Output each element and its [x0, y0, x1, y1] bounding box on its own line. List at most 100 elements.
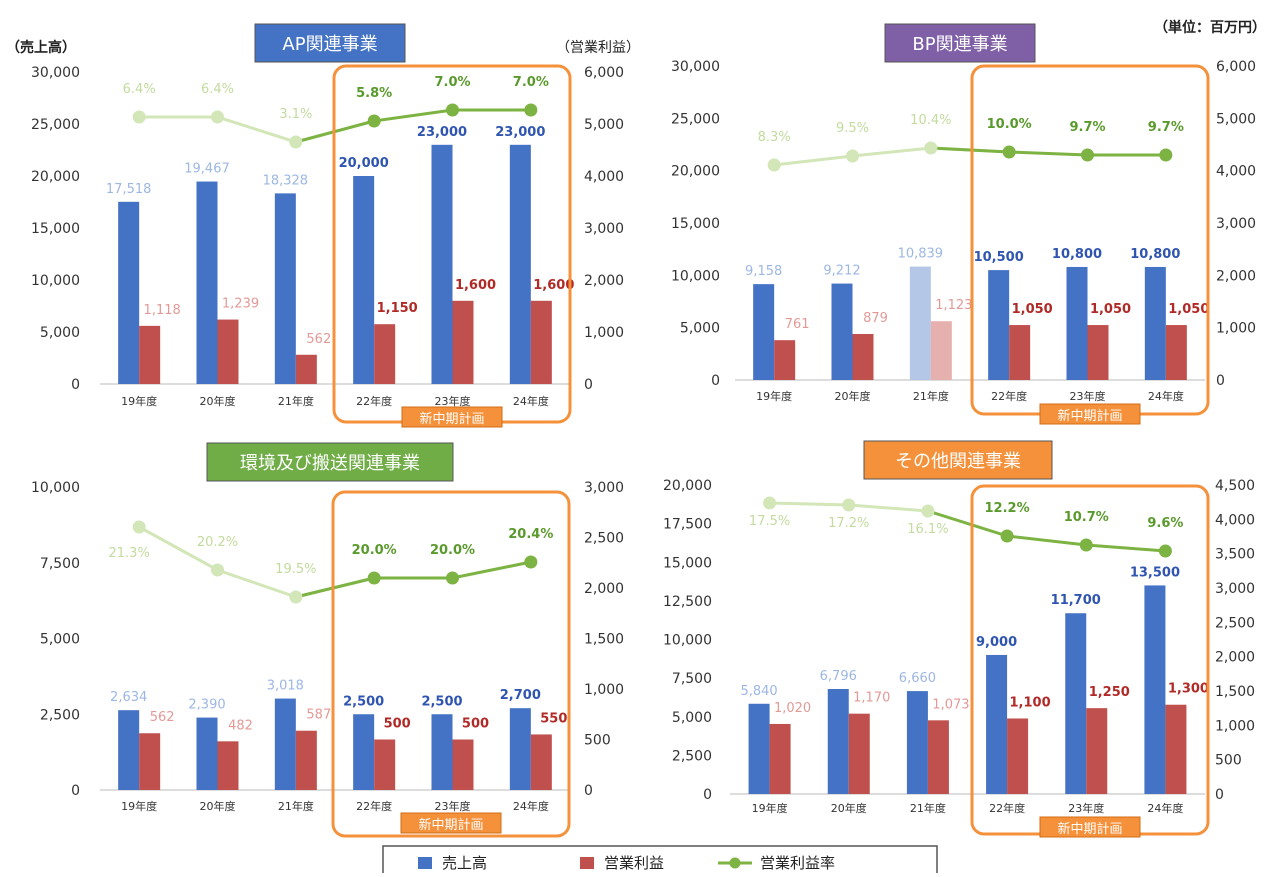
- left-axis-tick-label: 5,000: [680, 321, 720, 337]
- margin-marker: [767, 158, 781, 172]
- profit-data-label: 562: [150, 710, 175, 725]
- margin-data-label: 10.0%: [987, 117, 1032, 132]
- margin-marker: [289, 135, 303, 149]
- sales-bar: [988, 270, 1010, 380]
- sales-data-label: 6,660: [899, 671, 936, 686]
- category-label: 22年度: [356, 799, 392, 813]
- profit-data-label: 500: [384, 717, 411, 732]
- profit-data-label: 587: [306, 708, 331, 723]
- right-axis-tick-label: 0: [584, 377, 593, 393]
- profit-bar: [927, 720, 949, 794]
- profit-bar: [530, 300, 552, 384]
- profit-data-label: 1,150: [377, 301, 418, 316]
- profit-bar: [139, 733, 161, 790]
- margin-marker: [921, 504, 935, 518]
- margin-data-label: 9.7%: [1069, 120, 1105, 135]
- right-axis-tick-label: 6,000: [1216, 59, 1256, 75]
- sales-bar: [509, 708, 531, 790]
- right-axis-tick-label: 2,000: [584, 273, 624, 289]
- sales-bar: [274, 193, 296, 384]
- profit-data-label: 562: [306, 332, 331, 347]
- margin-marker: [763, 496, 777, 510]
- plan-label-box: [400, 812, 502, 834]
- right-axis-tick-label: 3,500: [1215, 547, 1255, 563]
- profit-bar: [848, 713, 870, 794]
- profit-bar: [139, 325, 161, 384]
- left-axis-tick-label: 2,500: [672, 748, 712, 764]
- margin-marker: [289, 590, 303, 604]
- margin-data-label: 3.1%: [279, 107, 312, 122]
- profit-bar: [374, 739, 396, 790]
- chart-panel: 環境及び搬送関連事業 10,000 7,500 5,000 2,500 0 3,000 2,5…: [31, 442, 624, 838]
- margin-marker: [1158, 544, 1172, 558]
- right-axis-tick-label: 2,000: [584, 581, 624, 597]
- left-axis-tick-label: 12,500: [663, 594, 712, 610]
- right-axis-tick-label: 2,000: [1215, 650, 1255, 666]
- profit-data-label: 1,118: [144, 303, 181, 318]
- category-label: 24年度: [1147, 801, 1183, 815]
- margin-marker: [524, 555, 538, 569]
- profit-data-label: 550: [540, 711, 567, 726]
- category-label: 20年度: [200, 394, 236, 408]
- left-axis-tick-label: 30,000: [31, 65, 80, 81]
- sales-data-label: 9,000: [976, 635, 1017, 650]
- sales-data-label: 11,700: [1051, 593, 1101, 608]
- profit-data-label: 879: [863, 311, 888, 326]
- profit-data-label: 1,250: [1089, 685, 1130, 700]
- margin-data-label: 17.2%: [828, 516, 869, 531]
- sales-data-label: 9,212: [823, 264, 860, 279]
- profit-data-label: 1,100: [1010, 695, 1051, 710]
- left-axis-tick-label: 7,500: [40, 556, 80, 572]
- category-label: 19年度: [121, 394, 157, 408]
- right-axis-tick-label: 2,000: [1216, 268, 1256, 284]
- sales-bar: [1065, 613, 1087, 794]
- left-axis-tick-label: 10,000: [31, 480, 80, 496]
- profit-data-label: 1,170: [853, 691, 890, 706]
- sales-bar: [909, 266, 931, 380]
- profit-data-label: 1,050: [1168, 302, 1209, 317]
- margin-marker: [1002, 145, 1016, 159]
- profit-data-label: 482: [228, 718, 253, 733]
- sales-data-label: 23,000: [495, 125, 545, 140]
- right-axis-tick-label: 2,500: [1215, 615, 1255, 631]
- right-axis-tick-label: 0: [584, 783, 593, 799]
- right-axis-tick-label: 0: [1215, 787, 1224, 803]
- right-axis-tick-label: 4,000: [1216, 164, 1256, 180]
- sales-data-label: 10,800: [1052, 247, 1102, 262]
- left-axis-tick-label: 25,000: [31, 117, 80, 133]
- left-axis-tick-label: 10,000: [671, 268, 720, 284]
- sales-data-label: 2,500: [421, 694, 462, 709]
- left-axis-tick-label: 0: [711, 373, 720, 389]
- margin-data-label: 20.0%: [352, 543, 397, 558]
- right-axis-tick-label: 4,000: [584, 169, 624, 185]
- category-label: 23年度: [1070, 389, 1106, 403]
- sales-data-label: 6,796: [820, 669, 857, 684]
- sales-data-label: 5,840: [740, 684, 777, 699]
- sales-bar: [753, 284, 775, 380]
- sales-data-label: 19,467: [184, 162, 230, 177]
- sales-bar: [353, 176, 375, 384]
- profit-bar: [530, 734, 552, 790]
- profit-data-label: 761: [785, 317, 810, 332]
- chart-title: 環境及び搬送関連事業: [240, 453, 420, 474]
- legend-sales-label: 売上高: [442, 854, 487, 872]
- profit-data-label: 1,123: [935, 298, 972, 313]
- left-axis-tick-label: 0: [71, 377, 80, 393]
- chart-panel: AP関連事業 30,000 25,000 20,000 15,000 10,000 5,00…: [31, 23, 624, 428]
- axis-label-right: （営業利益）: [556, 40, 640, 56]
- sales-data-label: 2,390: [188, 698, 225, 713]
- legend-margin-label: 営業利益率: [760, 854, 835, 872]
- margin-data-label: 12.2%: [985, 501, 1030, 516]
- sales-data-label: 10,500: [974, 250, 1024, 265]
- right-axis-tick-label: 5,000: [1216, 111, 1256, 127]
- margin-data-label: 5.8%: [356, 86, 392, 101]
- margin-data-label: 6.4%: [123, 82, 156, 97]
- category-label: 21年度: [278, 799, 314, 813]
- margin-marker: [367, 571, 381, 585]
- right-axis-tick-label: 1,500: [584, 632, 624, 648]
- plan-frame: [331, 490, 571, 838]
- category-label: 19年度: [752, 801, 788, 815]
- left-axis-tick-label: 15,000: [663, 555, 712, 571]
- margin-marker: [367, 114, 381, 128]
